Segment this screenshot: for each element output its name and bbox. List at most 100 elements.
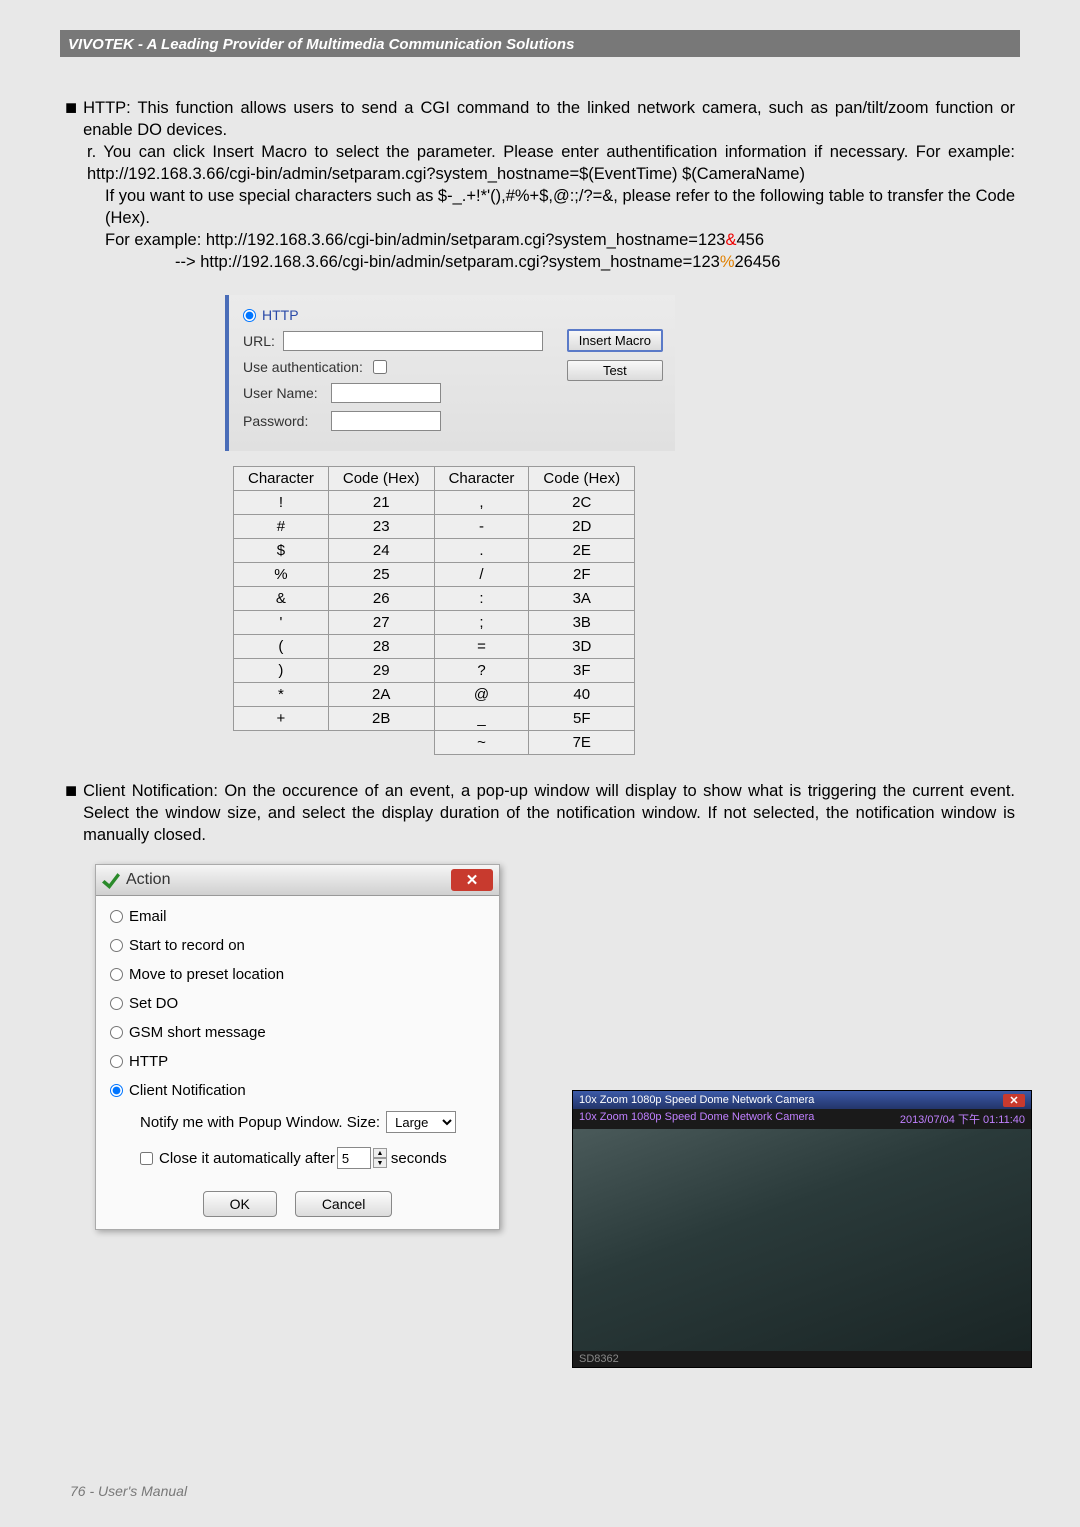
cam-footer: SD8362 xyxy=(573,1351,1031,1367)
hex-cell: 24 xyxy=(328,539,434,563)
hex-cell: ( xyxy=(234,635,329,659)
cam-overlay-right: 2013/07/04 下午 01:11:40 xyxy=(900,1111,1025,1127)
hex-cell: * xyxy=(234,683,329,707)
hex-col-3: Code (Hex) xyxy=(529,467,635,491)
hex-cell: = xyxy=(434,635,529,659)
hex-cell: ! xyxy=(234,491,329,515)
http-panel: HTTP URL: Insert Macro Test Use authenti… xyxy=(225,295,675,451)
hex-cell: 2A xyxy=(328,683,434,707)
example-post: 456 xyxy=(737,231,765,249)
hex-cell: + xyxy=(234,707,329,731)
radio-preset[interactable] xyxy=(110,968,123,981)
cam-overlay-left: 10x Zoom 1080p Speed Dome Network Camera xyxy=(579,1111,814,1127)
radio-http[interactable] xyxy=(110,1055,123,1068)
bullet-icon: ■ xyxy=(65,780,77,802)
label-setdo: Set DO xyxy=(129,995,178,1012)
password-input[interactable] xyxy=(331,411,441,431)
hex-cell: 3B xyxy=(529,611,635,635)
hex-cell: 2C xyxy=(529,491,635,515)
hex-cell: # xyxy=(234,515,329,539)
hex-cell: 40 xyxy=(529,683,635,707)
hex-cell: & xyxy=(234,587,329,611)
hex-cell: : xyxy=(434,587,529,611)
cam-image xyxy=(573,1129,1031,1351)
hex-cell: 5F xyxy=(529,707,635,731)
action-titlebar: Action ✕ xyxy=(96,865,499,896)
hex-cell: 7E xyxy=(529,731,635,755)
http-desc: HTTP: This function allows users to send… xyxy=(83,97,1015,141)
radio-client[interactable] xyxy=(110,1084,123,1097)
password-label: Password: xyxy=(243,413,323,429)
hex-cell: 3F xyxy=(529,659,635,683)
hex-cell: 27 xyxy=(328,611,434,635)
radio-email[interactable] xyxy=(110,910,123,923)
seconds-input[interactable] xyxy=(337,1147,371,1169)
hex-cell: . xyxy=(434,539,529,563)
cam-tab-title: 10x Zoom 1080p Speed Dome Network Camera xyxy=(579,1094,814,1106)
arrow-line: --> http://192.168.3.66/cgi-bin/admin/se… xyxy=(175,253,720,271)
ok-button[interactable]: OK xyxy=(203,1191,277,1217)
hex-cell: - xyxy=(434,515,529,539)
hex-table: Character Code (Hex) Character Code (Hex… xyxy=(233,466,635,755)
check-icon xyxy=(102,871,120,889)
label-record: Start to record on xyxy=(129,937,245,954)
cancel-button[interactable]: Cancel xyxy=(295,1191,393,1217)
auth-label: Use authentication: xyxy=(243,359,363,375)
insert-macro-button[interactable]: Insert Macro xyxy=(567,329,663,352)
hex-cell: % xyxy=(234,563,329,587)
radio-gsm[interactable] xyxy=(110,1026,123,1039)
hex-cell: 28 xyxy=(328,635,434,659)
example-pre: For example: http://192.168.3.66/cgi-bin… xyxy=(105,231,725,249)
hex-cell: 29 xyxy=(328,659,434,683)
hex-col-0: Character xyxy=(234,467,329,491)
hex-cell: ; xyxy=(434,611,529,635)
label-preset: Move to preset location xyxy=(129,966,284,983)
label-client: Client Notification xyxy=(129,1082,246,1099)
label-http: HTTP xyxy=(129,1053,168,1070)
auth-checkbox[interactable] xyxy=(373,360,387,374)
arrow-post: 26456 xyxy=(735,253,781,271)
spinner-icon[interactable]: ▲▼ xyxy=(373,1148,387,1168)
camera-preview: 10x Zoom 1080p Speed Dome Network Camera… xyxy=(572,1090,1032,1368)
hex-cell: @ xyxy=(434,683,529,707)
hex-cell: ? xyxy=(434,659,529,683)
close-checkbox[interactable] xyxy=(140,1152,153,1165)
bullet-icon: ■ xyxy=(65,97,77,119)
username-input[interactable] xyxy=(331,383,441,403)
http-radio[interactable] xyxy=(243,309,256,322)
hex-cell: ) xyxy=(234,659,329,683)
hex-cell: $ xyxy=(234,539,329,563)
hex-cell: 23 xyxy=(328,515,434,539)
label-gsm: GSM short message xyxy=(129,1024,266,1041)
http-sub-r: r. You can click Insert Macro to select … xyxy=(87,141,1015,185)
test-button[interactable]: Test xyxy=(567,360,663,381)
notify-label: Notify me with Popup Window. Size: xyxy=(140,1114,380,1131)
radio-record[interactable] xyxy=(110,939,123,952)
hex-cell: , xyxy=(434,491,529,515)
hex-cell: 2E xyxy=(529,539,635,563)
size-select[interactable]: Large xyxy=(386,1111,456,1133)
url-input[interactable] xyxy=(283,331,543,351)
http-radio-label: HTTP xyxy=(262,307,299,323)
cam-close-icon[interactable]: ✕ xyxy=(1003,1094,1025,1107)
username-label: User Name: xyxy=(243,385,323,401)
hex-cell xyxy=(234,731,329,755)
hex-cell: ~ xyxy=(434,731,529,755)
hex-cell: 3D xyxy=(529,635,635,659)
special-chars-note: If you want to use special characters su… xyxy=(105,185,1015,229)
action-title: Action xyxy=(126,871,170,889)
label-email: Email xyxy=(129,908,167,925)
hex-cell: / xyxy=(434,563,529,587)
hex-col-2: Character xyxy=(434,467,529,491)
close-icon[interactable]: ✕ xyxy=(451,869,493,891)
radio-setdo[interactable] xyxy=(110,997,123,1010)
seconds-label: seconds xyxy=(391,1150,447,1167)
hex-cell: _ xyxy=(434,707,529,731)
hex-cell: 3A xyxy=(529,587,635,611)
page-footer: 76 - User's Manual xyxy=(70,1483,187,1499)
hex-cell xyxy=(328,731,434,755)
close-label: Close it automatically after xyxy=(159,1150,335,1167)
hex-col-1: Code (Hex) xyxy=(328,467,434,491)
hex-cell: 2B xyxy=(328,707,434,731)
hex-cell: 26 xyxy=(328,587,434,611)
